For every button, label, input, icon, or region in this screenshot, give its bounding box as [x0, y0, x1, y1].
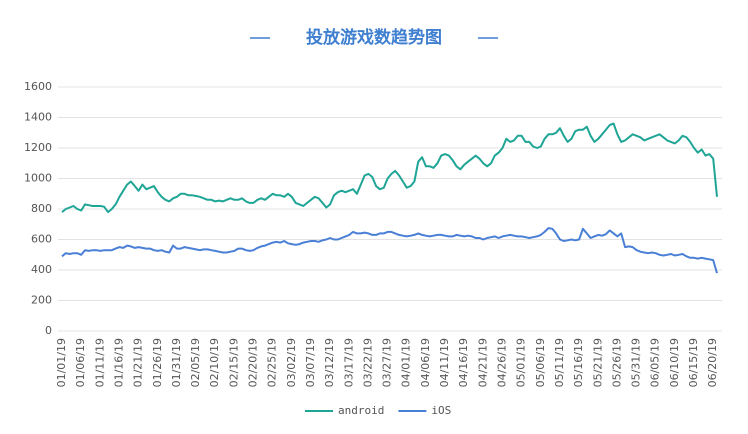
y-tick-label: 1200 [24, 141, 52, 154]
x-tick-label: 04/06/19 [419, 338, 432, 387]
legend-label: iOS [431, 404, 451, 417]
y-tick-label: 800 [31, 202, 52, 215]
x-tick-label: 06/10/19 [668, 338, 681, 387]
y-tick-label: 1600 [24, 80, 52, 93]
y-tick-label: 400 [31, 263, 52, 276]
x-tick-label: 01/26/19 [151, 338, 164, 387]
x-tick-label: 05/01/19 [515, 338, 528, 387]
y-tick-label: 0 [45, 324, 52, 337]
x-tick-label: 05/16/19 [572, 338, 585, 387]
x-tick-label: 01/21/19 [132, 338, 145, 387]
x-tick-label: 03/12/19 [323, 338, 336, 387]
x-tick-label: 04/21/19 [476, 338, 489, 387]
x-tick-label: 06/05/19 [649, 338, 662, 387]
x-tick-label: 05/26/19 [610, 338, 623, 387]
x-tick-label: 02/20/19 [247, 338, 260, 387]
series-line [61, 227, 718, 274]
series-line [61, 122, 718, 214]
chart-title: 投放游戏数趋势图 [306, 27, 442, 48]
x-tick-label: 05/31/19 [630, 338, 643, 387]
x-tick-label: 04/01/19 [400, 338, 413, 387]
y-tick-label: 1400 [24, 111, 52, 124]
x-tick-label: 02/15/19 [227, 338, 240, 387]
x-tick-label: 04/26/19 [495, 338, 508, 387]
x-tick-label: 01/16/19 [112, 338, 125, 387]
x-tick-label: 01/31/19 [170, 338, 183, 387]
x-tick-label: 03/17/19 [342, 338, 355, 387]
x-tick-label: 06/20/19 [706, 338, 719, 387]
x-tick-label: 06/15/19 [687, 338, 700, 387]
legend-label: android [338, 404, 384, 417]
x-tick-label: 03/22/19 [361, 338, 374, 387]
y-tick-label: 200 [31, 294, 52, 307]
x-tick-label: 05/21/19 [591, 338, 604, 387]
x-tick-label: 02/25/19 [266, 338, 279, 387]
y-tick-label: 1000 [24, 172, 52, 185]
x-tick-label: 04/16/19 [457, 338, 470, 387]
x-tick-label: 02/10/19 [208, 338, 221, 387]
x-tick-label: 03/02/19 [285, 338, 298, 387]
x-tick-label: 01/11/19 [93, 338, 106, 387]
x-tick-label: 03/07/19 [304, 338, 317, 387]
x-tick-label: 01/01/19 [55, 338, 68, 387]
y-tick-label: 600 [31, 233, 52, 246]
x-tick-label: 01/06/19 [74, 338, 87, 387]
x-tick-label: 02/05/19 [189, 338, 202, 387]
x-tick-label: 04/11/19 [438, 338, 451, 387]
x-tick-label: 05/06/19 [534, 338, 547, 387]
x-tick-label: 05/11/19 [553, 338, 566, 387]
x-tick-label: 03/27/19 [381, 338, 394, 387]
